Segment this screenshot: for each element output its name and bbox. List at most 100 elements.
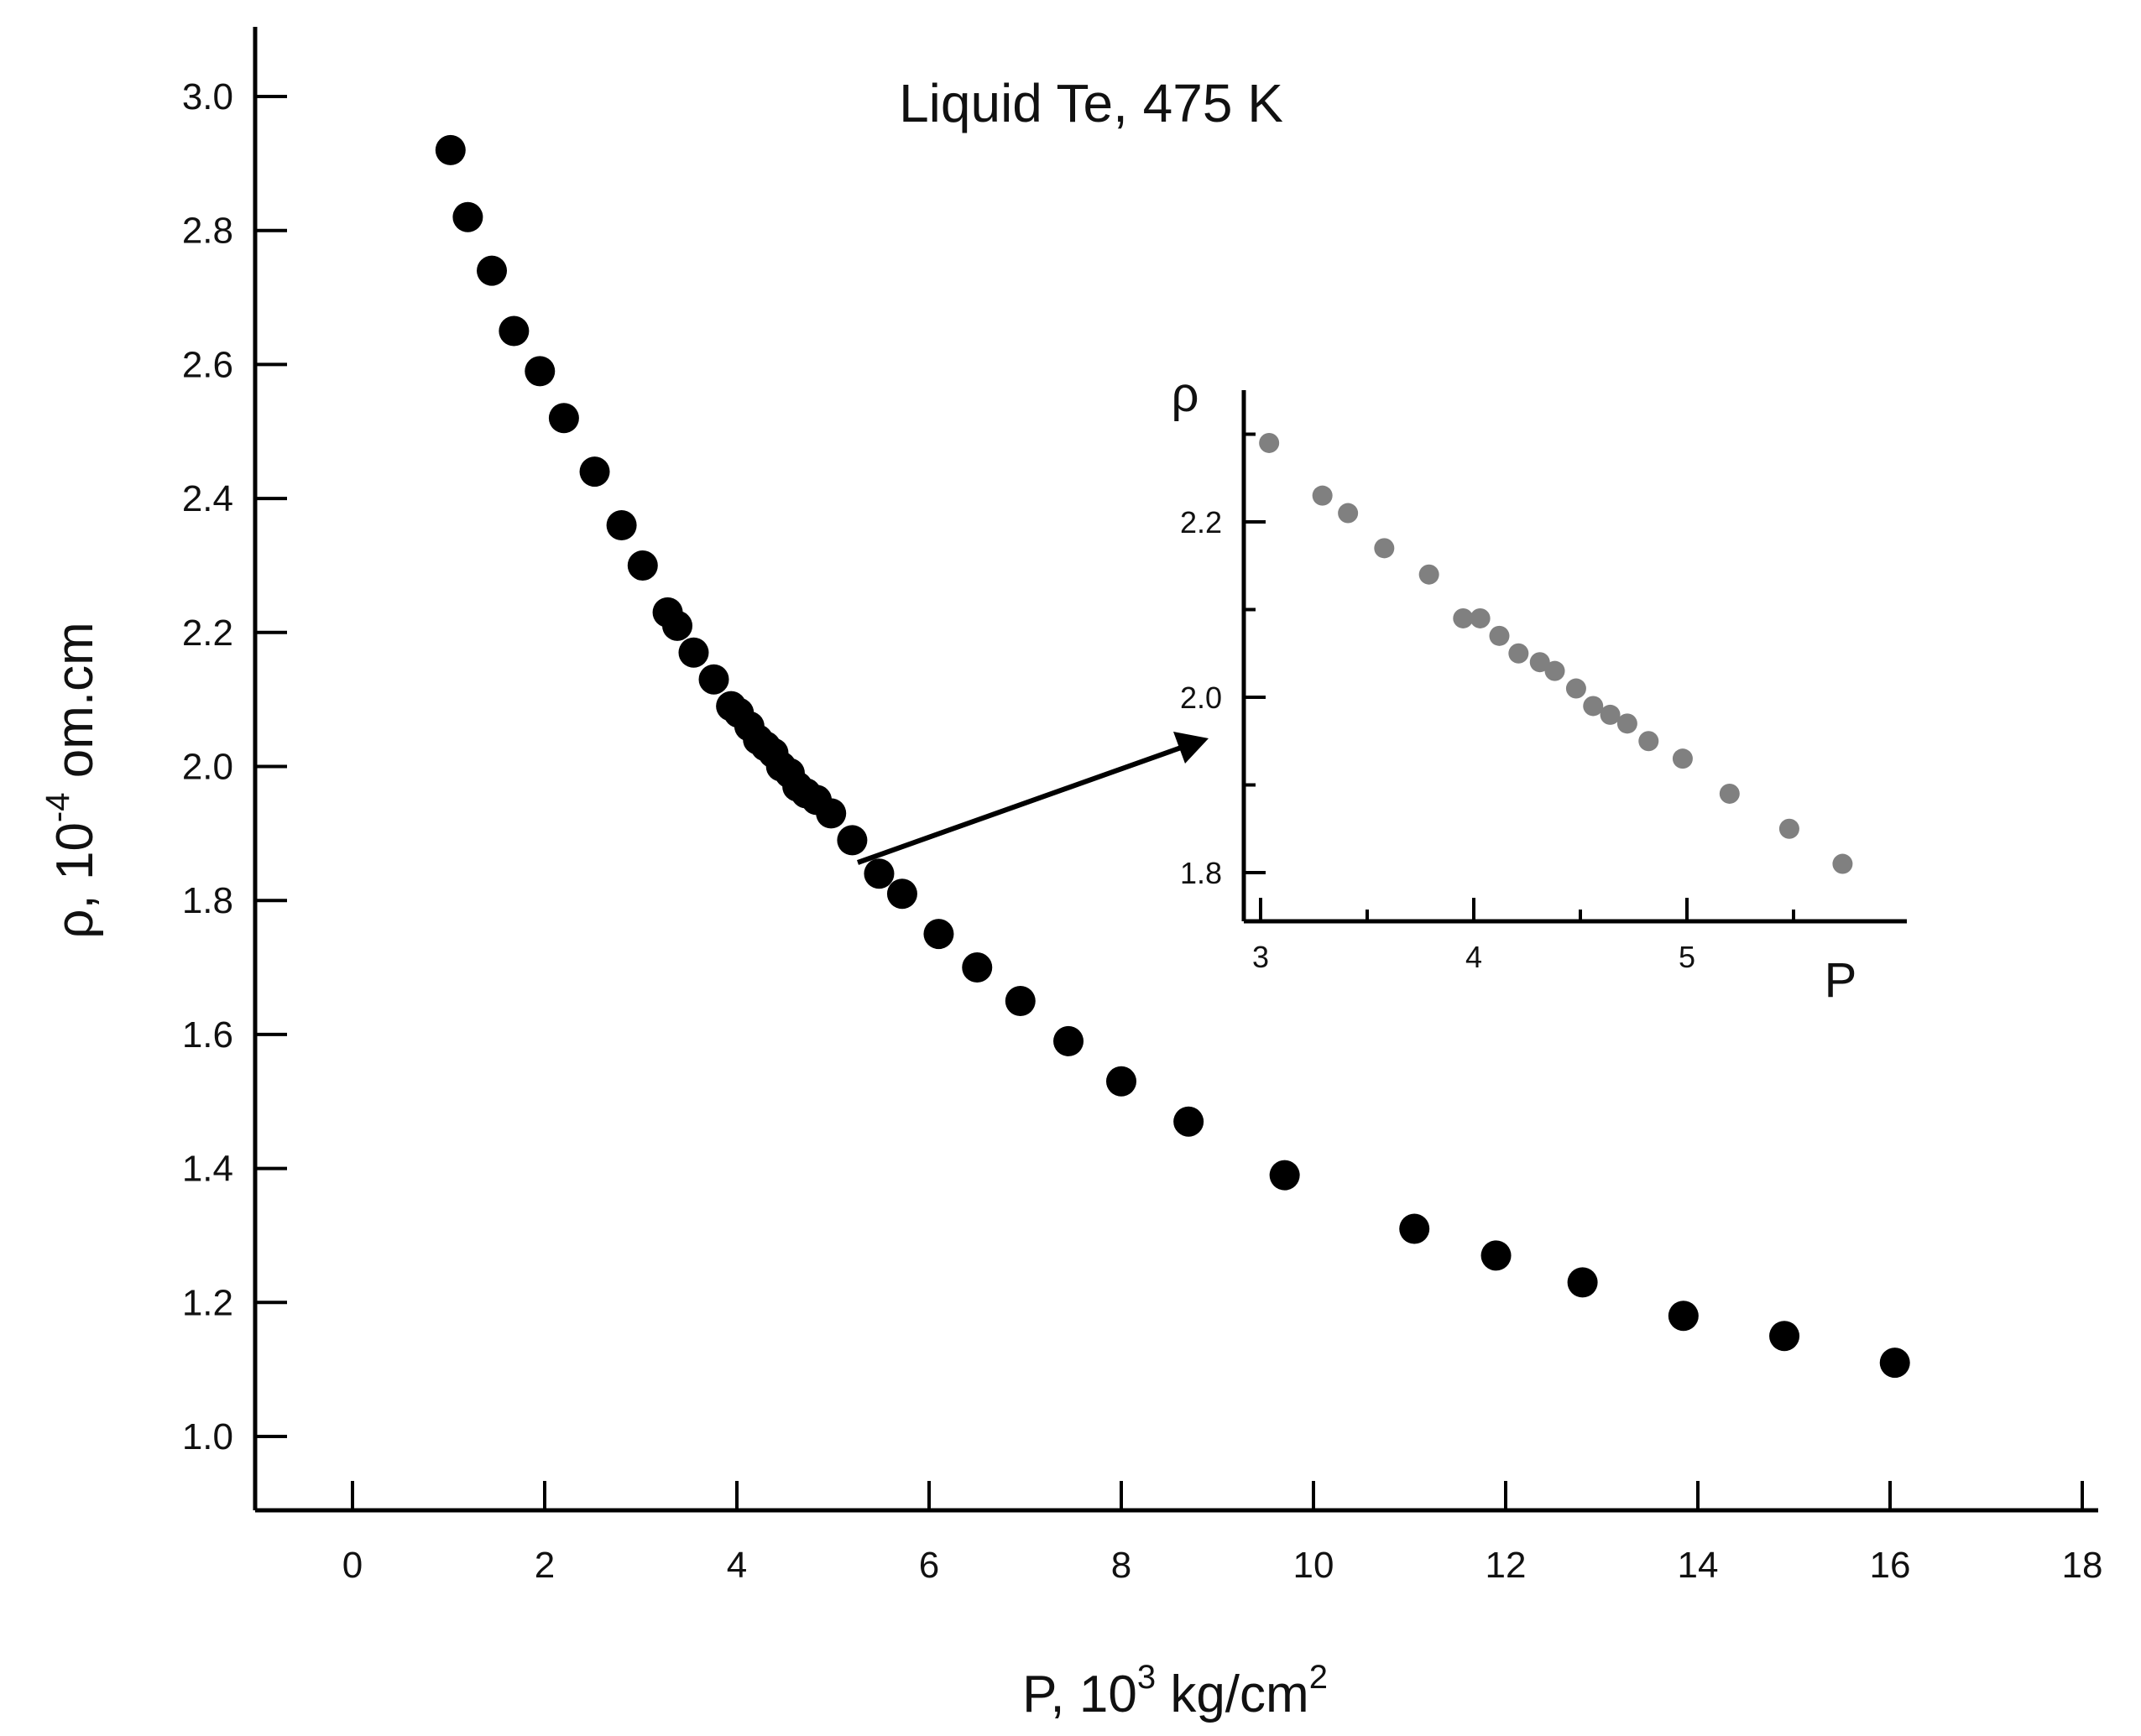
inset-y-tick-label: 2.0 [1180,680,1222,715]
x-axis-title-suffix: kg/cm [1156,1666,1309,1723]
inset-data-point [1583,696,1604,717]
main-data-point [1005,985,1036,1016]
inset-data-point [1565,678,1586,699]
inset-data-point [1259,432,1280,453]
y-axis-title-prefix: ρ, 10 [46,822,104,939]
inset-data-point [1600,704,1621,725]
main-plot: 0 2 4 6 8 10 12 14 16 18 1.0 1.2 1.4 1.6 1.8 2.0 2.2 2.4… [39,27,2102,1723]
main-data-point [923,919,954,950]
main-data-point [1173,1106,1204,1137]
main-data-point [1879,1348,1910,1379]
inset-data-point [1719,783,1740,804]
inset-x-ticks: 3 4 5 [1252,898,1795,974]
inset-data-point [1489,625,1510,646]
main-data-point [678,637,709,668]
main-x-tick-label: 0 [342,1545,363,1586]
inset-series [1259,432,1853,874]
main-y-tick-label: 2.4 [182,478,233,519]
main-data-point [1480,1240,1512,1271]
main-data-point [579,456,610,487]
x-axis-title-sup2: 2 [1309,1659,1328,1696]
inset-y-tick-label: 2.2 [1180,505,1222,540]
main-data-point [548,403,579,434]
main-y-tick-label: 1.2 [182,1282,233,1323]
inset-x-tick-label: 3 [1252,940,1269,974]
main-x-tick-label: 2 [535,1545,555,1586]
main-data-point [837,825,868,856]
inset-data-point [1778,818,1799,839]
zoom-arrow [856,732,1209,865]
main-data-point [662,610,693,641]
main-data-point [499,315,530,347]
inset-x-axis-title: P [1825,953,1857,1008]
main-data-point [816,798,847,829]
inset-data-point [1616,713,1637,734]
inset-data-point [1672,748,1693,769]
main-data-point [962,952,993,983]
main-series [435,134,1910,1379]
inset-data-point [1374,538,1395,559]
main-data-point [1399,1213,1430,1244]
main-y-tick-label: 2.0 [182,747,233,788]
main-y-tick-label: 1.0 [182,1416,233,1457]
inset-data-point [1508,643,1529,664]
main-data-point [1269,1160,1300,1191]
main-x-ticks: 0 2 4 6 8 10 12 14 16 18 [342,1481,2103,1586]
main-data-point [864,858,895,889]
y-axis-title: ρ, 10-4 om.cm [39,622,104,939]
main-x-tick-label: 16 [1870,1545,1911,1586]
y-axis-title-suffix: om.cm [46,622,104,792]
inset-y-tick-label: 1.8 [1180,856,1222,890]
main-y-tick-label: 2.8 [182,211,233,252]
inset-data-point [1638,731,1659,752]
inset-x-tick-label: 5 [1679,940,1695,974]
main-data-point [1106,1066,1136,1097]
inset-data-point [1453,607,1474,628]
x-axis-title-sup: 3 [1137,1659,1156,1696]
main-data-point [1668,1301,1699,1332]
main-y-tick-label: 1.6 [182,1014,233,1056]
inset-y-axis-title: ρ [1172,368,1199,422]
main-data-point [1567,1267,1598,1298]
main-data-point [1053,1025,1084,1056]
main-data-point [886,878,917,910]
main-x-tick-label: 6 [919,1545,939,1586]
main-x-tick-label: 8 [1111,1545,1131,1586]
inset-plot: 3 4 5 1.8 2.0 2.2 ρ P [1172,368,1907,1008]
main-x-tick-label: 4 [727,1545,747,1586]
chart-title: Liquid Te, 475 K [899,73,1283,133]
x-axis-title: P, 103 kg/cm2 [1022,1659,1328,1723]
main-y-ticks: 1.0 1.2 1.4 1.6 1.8 2.0 2.2 2.4 2.6 2.8 3.0 [182,76,287,1457]
main-y-tick-label: 3.0 [182,76,233,117]
main-data-point [1769,1321,1800,1352]
inset-data-point [1338,503,1359,524]
inset-data-point [1832,853,1853,874]
main-x-tick-label: 12 [1486,1545,1527,1586]
main-y-tick-label: 2.2 [182,613,233,654]
inset-data-point [1312,485,1333,506]
main-data-point [477,255,508,286]
main-data-point [698,664,729,695]
main-x-tick-label: 18 [2062,1545,2103,1586]
inset-y-ticks: 1.8 2.0 2.2 [1180,432,1266,890]
y-axis-title-sup: -4 [39,792,76,822]
main-data-point [606,510,637,541]
main-y-tick-label: 2.6 [182,344,233,385]
main-y-tick-label: 1.4 [182,1149,233,1190]
main-data-point [452,201,483,232]
inset-x-tick-label: 4 [1465,940,1482,974]
inset-data-point [1529,652,1550,673]
zoom-arrow-shaft [856,744,1185,865]
main-x-tick-label: 10 [1293,1545,1334,1586]
inset-data-point [1418,564,1439,585]
zoom-arrow-head [1173,732,1209,764]
main-data-point [525,356,556,387]
main-data-point [435,134,466,165]
x-axis-title-prefix: P, 10 [1022,1666,1137,1723]
inset-data-point [1544,660,1565,681]
main-x-tick-label: 14 [1678,1545,1719,1586]
main-y-tick-label: 1.8 [182,880,233,921]
inset-data-point [1470,607,1491,628]
main-data-point [627,550,658,581]
